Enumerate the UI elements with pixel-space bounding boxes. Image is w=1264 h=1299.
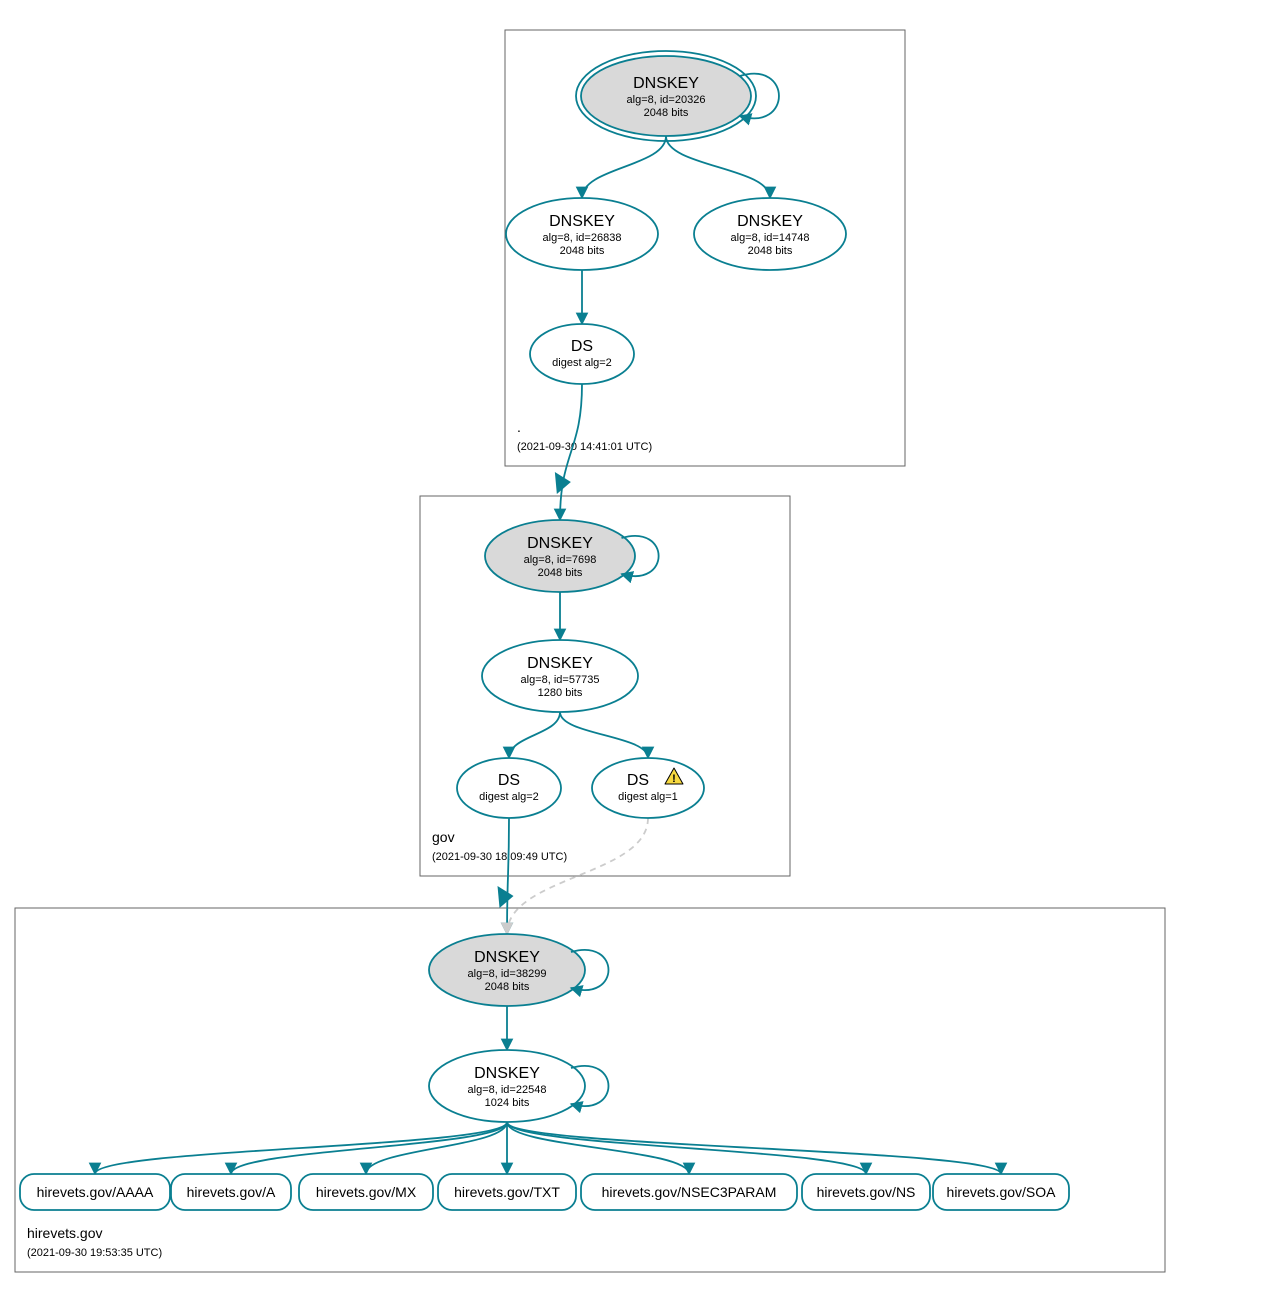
svg-text:2048 bits: 2048 bits bbox=[748, 245, 793, 257]
svg-text:1024 bits: 1024 bits bbox=[485, 1097, 530, 1109]
node-n10: DNSKEY alg=8, id=225481024 bits bbox=[429, 1050, 608, 1122]
svg-text:hirevets.gov: hirevets.gov bbox=[27, 1225, 102, 1241]
svg-text:alg=8, id=26838: alg=8, id=26838 bbox=[543, 232, 622, 244]
svg-text:DNSKEY: DNSKEY bbox=[474, 1065, 540, 1082]
svg-text:hirevets.gov/A: hirevets.gov/A bbox=[187, 1184, 276, 1200]
svg-text:hirevets.gov/MX: hirevets.gov/MX bbox=[316, 1184, 417, 1200]
dnssec-chain-diagram: . (2021-09-30 14:41:01 UTC) gov (2021-09-30… bbox=[0, 0, 1264, 1299]
edge-n10-r7 bbox=[507, 1122, 1001, 1174]
svg-text:hirevets.gov/NSEC3PARAM: hirevets.gov/NSEC3PARAM bbox=[602, 1184, 777, 1200]
edge-n10-r3 bbox=[366, 1122, 507, 1174]
node-n6: DNSKEY alg=8, id=577351280 bits bbox=[482, 640, 638, 712]
svg-text:!: ! bbox=[672, 773, 676, 785]
node-n4: DS digest alg=2 bbox=[530, 324, 634, 384]
svg-text:1280 bits: 1280 bits bbox=[538, 687, 583, 699]
edge-n6-n7 bbox=[509, 712, 560, 758]
svg-text:.: . bbox=[517, 419, 521, 435]
node-n7: DS digest alg=2 bbox=[457, 758, 561, 818]
node-r3: hirevets.gov/MX bbox=[299, 1174, 433, 1210]
svg-text:digest alg=1: digest alg=1 bbox=[618, 791, 678, 803]
node-r2: hirevets.gov/A bbox=[171, 1174, 291, 1210]
delegation-pointer-icon bbox=[555, 472, 571, 494]
node-r7: hirevets.gov/SOA bbox=[933, 1174, 1069, 1210]
node-r5: hirevets.gov/NSEC3PARAM bbox=[581, 1174, 797, 1210]
svg-text:alg=8, id=14748: alg=8, id=14748 bbox=[731, 232, 810, 244]
svg-text:hirevets.gov/SOA: hirevets.gov/SOA bbox=[947, 1184, 1057, 1200]
node-n3: DNSKEY alg=8, id=147482048 bits bbox=[694, 198, 846, 270]
svg-text:2048 bits: 2048 bits bbox=[485, 981, 530, 993]
delegation-pointer-icon bbox=[498, 886, 514, 908]
edge-n10-r1 bbox=[95, 1122, 507, 1174]
svg-text:alg=8, id=57735: alg=8, id=57735 bbox=[521, 674, 600, 686]
node-r1: hirevets.gov/AAAA bbox=[20, 1174, 170, 1210]
svg-text:alg=8, id=20326: alg=8, id=20326 bbox=[627, 94, 706, 106]
edge-n1-n2 bbox=[582, 136, 666, 198]
edge-n10-r6 bbox=[507, 1122, 866, 1174]
node-n2: DNSKEY alg=8, id=268382048 bits bbox=[506, 198, 658, 270]
node-r4: hirevets.gov/TXT bbox=[438, 1174, 576, 1210]
svg-text:2048 bits: 2048 bits bbox=[538, 567, 583, 579]
svg-text:(2021-09-30 18:09:49 UTC): (2021-09-30 18:09:49 UTC) bbox=[432, 851, 567, 863]
node-n1: DNSKEY alg=8, id=203262048 bits bbox=[576, 51, 779, 141]
node-r6: hirevets.gov/NS bbox=[802, 1174, 930, 1210]
svg-text:DNSKEY: DNSKEY bbox=[527, 535, 593, 552]
edge-n7-n9 bbox=[507, 818, 509, 934]
node-n9: DNSKEY alg=8, id=382992048 bits bbox=[429, 934, 608, 1006]
svg-text:(2021-09-30 14:41:01 UTC): (2021-09-30 14:41:01 UTC) bbox=[517, 441, 652, 453]
edge-n6-n8 bbox=[560, 712, 648, 758]
zone-cluster-hv: hirevets.gov (2021-09-30 19:53:35 UTC) bbox=[15, 908, 1165, 1272]
svg-text:alg=8, id=7698: alg=8, id=7698 bbox=[524, 554, 597, 566]
svg-text:alg=8, id=22548: alg=8, id=22548 bbox=[468, 1084, 547, 1096]
node-n8: DS digest alg=1! bbox=[592, 758, 704, 818]
svg-text:DNSKEY: DNSKEY bbox=[633, 75, 699, 92]
svg-text:gov: gov bbox=[432, 829, 455, 845]
node-n5: DNSKEY alg=8, id=76982048 bits bbox=[485, 520, 659, 592]
svg-text:alg=8, id=38299: alg=8, id=38299 bbox=[468, 968, 547, 980]
svg-text:DNSKEY: DNSKEY bbox=[549, 213, 615, 230]
svg-text:(2021-09-30 19:53:35 UTC): (2021-09-30 19:53:35 UTC) bbox=[27, 1247, 162, 1259]
svg-text:DS: DS bbox=[571, 338, 593, 355]
svg-text:digest alg=2: digest alg=2 bbox=[479, 791, 539, 803]
edge-n10-r5 bbox=[507, 1122, 689, 1174]
svg-text:DNSKEY: DNSKEY bbox=[474, 949, 540, 966]
edge-n10-r2 bbox=[231, 1122, 507, 1174]
svg-text:DNSKEY: DNSKEY bbox=[737, 213, 803, 230]
svg-text:hirevets.gov/NS: hirevets.gov/NS bbox=[817, 1184, 916, 1200]
svg-text:digest alg=2: digest alg=2 bbox=[552, 357, 612, 369]
svg-text:DS: DS bbox=[627, 772, 649, 789]
svg-text:hirevets.gov/AAAA: hirevets.gov/AAAA bbox=[37, 1184, 154, 1200]
svg-text:2048 bits: 2048 bits bbox=[560, 245, 605, 257]
svg-text:DNSKEY: DNSKEY bbox=[527, 655, 593, 672]
svg-text:2048 bits: 2048 bits bbox=[644, 107, 689, 119]
svg-text:DS: DS bbox=[498, 772, 520, 789]
svg-text:hirevets.gov/TXT: hirevets.gov/TXT bbox=[454, 1184, 560, 1200]
edge-n1-n3 bbox=[666, 136, 770, 198]
